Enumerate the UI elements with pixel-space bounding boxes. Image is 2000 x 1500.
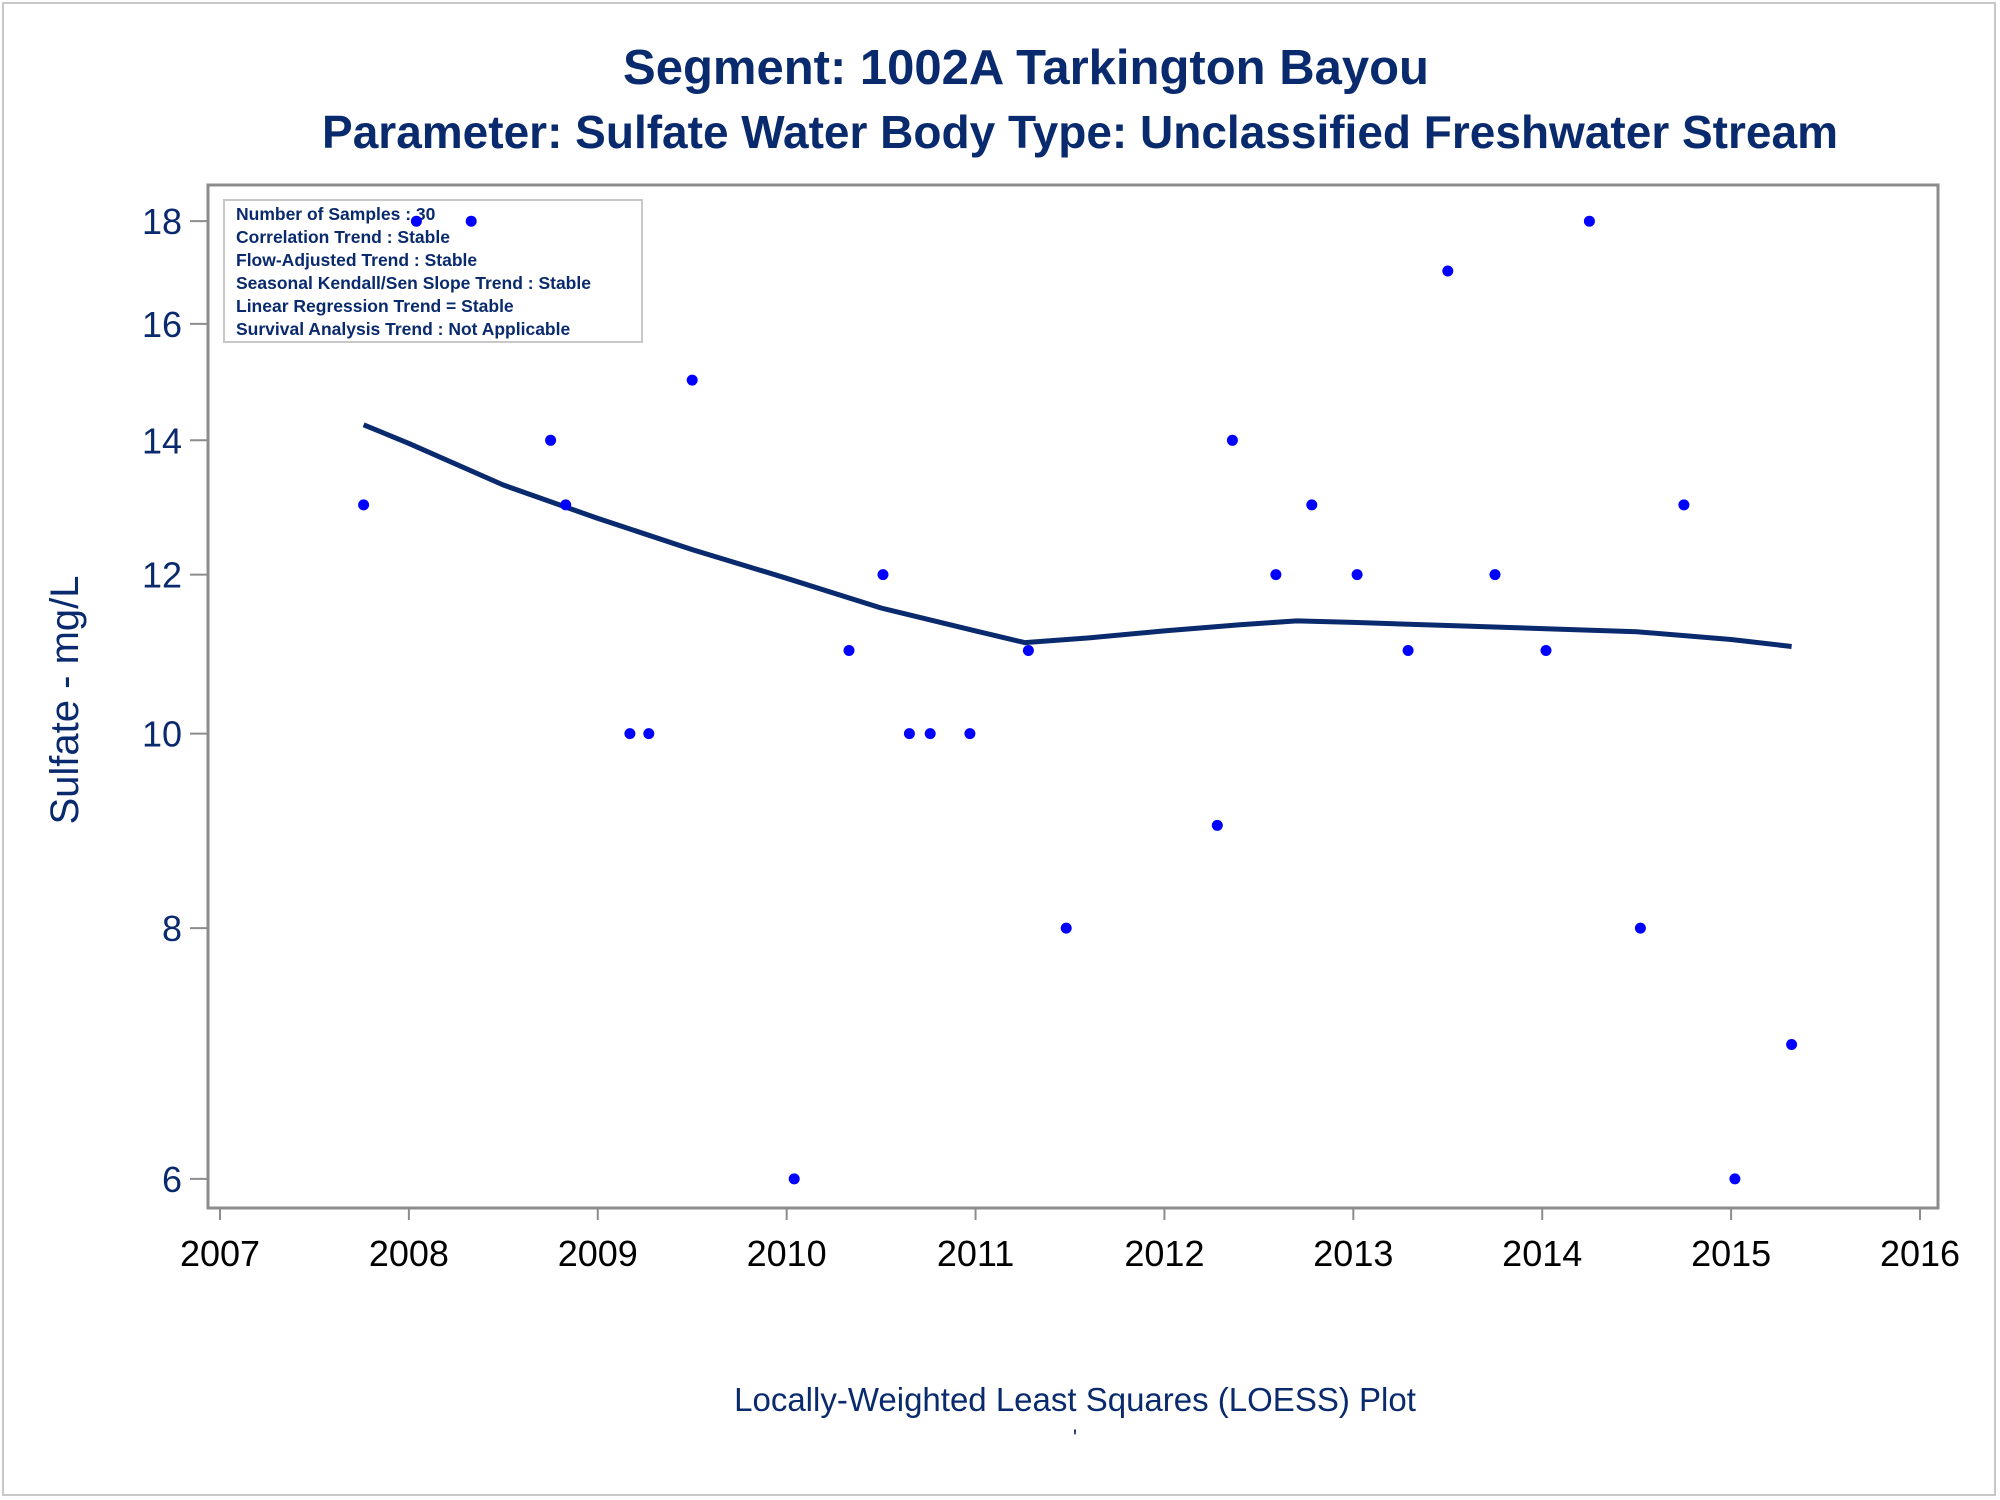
stats-line: Correlation Trend : Stable: [236, 227, 450, 247]
data-point: [1351, 569, 1363, 581]
data-point: [1270, 569, 1282, 581]
data-point: [1583, 215, 1595, 227]
footer-mark: ': [1073, 1425, 1077, 1450]
x-tick-label: 2010: [747, 1233, 827, 1274]
data-point: [1402, 645, 1414, 656]
x-tick-label: 2014: [1502, 1233, 1582, 1274]
data-point: [1226, 434, 1238, 446]
stats-line: Flow-Adjusted Trend : Stable: [236, 250, 477, 270]
data-point: [560, 499, 572, 511]
x-tick-label: 2007: [180, 1233, 260, 1274]
y-tick-label: 10: [142, 714, 182, 755]
data-point: [1540, 645, 1552, 656]
data-point: [877, 569, 889, 581]
loess-line: [362, 422, 1792, 649]
data-point: [358, 499, 370, 511]
data-point: [1634, 922, 1646, 934]
x-axis: 2007 2008 2009 2010 2011 2012 2013 2014 2015 2016: [180, 1208, 1960, 1274]
data-point: [788, 1173, 800, 1185]
data-point: [1306, 499, 1318, 511]
data-point: [964, 728, 976, 740]
data-point: [924, 728, 936, 740]
data-point: [643, 728, 655, 740]
data-point: [1022, 645, 1034, 656]
footer-caption: Locally-Weighted Least Squares (LOESS) P…: [734, 1381, 1416, 1418]
y-axis-label: Sulfate - mg/L: [43, 575, 87, 824]
x-tick-label: 2011: [937, 1233, 1014, 1274]
data-point: [686, 374, 698, 386]
stats-line: Number of Samples : 30: [236, 204, 436, 224]
data-point: [1786, 1039, 1798, 1050]
data-point: [1489, 569, 1501, 581]
data-point: [1729, 1173, 1741, 1185]
stats-line: Survival Analysis Trend : Not Applicable: [236, 319, 570, 339]
data-point: [843, 645, 855, 656]
data-point: [465, 215, 477, 227]
points-layer: [358, 215, 1798, 1185]
data-point: [1211, 819, 1223, 831]
y-tick-label: 18: [142, 201, 182, 242]
chart-title: Segment: 1002A Tarkington Bayou: [623, 41, 1429, 95]
x-tick-label: 2013: [1313, 1233, 1393, 1274]
y-tick-label: 16: [142, 304, 182, 345]
x-tick-label: 2008: [369, 1233, 449, 1274]
stats-box: Number of Samples : 30 Correlation Trend…: [223, 199, 643, 343]
data-point: [410, 215, 422, 227]
x-tick-label: 2015: [1691, 1233, 1771, 1274]
data-point: [1060, 922, 1072, 934]
x-tick-label: 2016: [1880, 1233, 1960, 1274]
x-tick-label: 2009: [558, 1233, 638, 1274]
data-point: [624, 728, 636, 740]
stats-box-frame: [223, 199, 643, 343]
plot-area: [206, 183, 1940, 1210]
loess-layer: [362, 422, 1792, 649]
y-tick-label: 8: [162, 908, 182, 949]
data-point: [1442, 265, 1454, 277]
x-tick-label: 2012: [1124, 1233, 1204, 1274]
data-point: [545, 434, 557, 446]
chart-subtitle: Parameter: Sulfate Water Body Type: Uncl…: [322, 106, 1838, 158]
y-tick-label: 6: [162, 1159, 182, 1200]
y-tick-label: 12: [142, 555, 182, 596]
data-point: [1678, 499, 1690, 511]
data-point: [903, 728, 915, 740]
y-tick-label: 14: [142, 420, 182, 461]
stats-line: Seasonal Kendall/Sen Slope Trend : Stabl…: [236, 273, 591, 293]
y-axis: 6 8 10 12 14 16 18: [142, 201, 208, 1200]
stats-line: Linear Regression Trend = Stable: [236, 296, 514, 316]
